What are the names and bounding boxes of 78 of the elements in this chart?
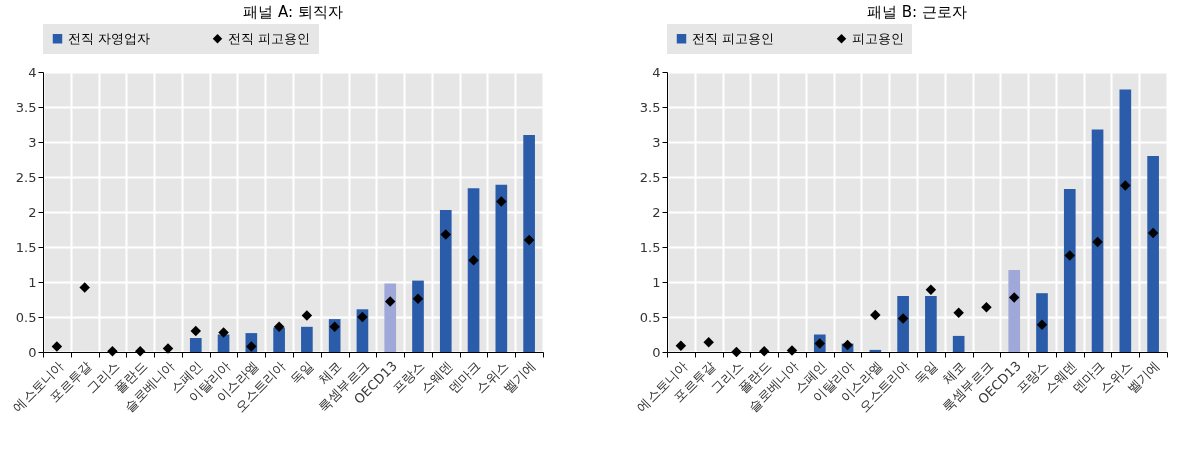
bar	[1091, 129, 1104, 352]
point	[329, 321, 340, 333]
point	[842, 339, 853, 351]
bar	[1063, 188, 1076, 352]
point	[1064, 250, 1076, 261]
chart-title: 패널 B: 근로자	[867, 3, 967, 21]
y-tick-label: 2.5	[639, 169, 661, 185]
point	[897, 313, 909, 324]
bar	[189, 338, 202, 352]
y-tick-label: 3	[652, 134, 661, 150]
point	[218, 327, 229, 338]
bar	[467, 188, 480, 352]
point	[301, 310, 313, 321]
y-tick-label: 1	[28, 274, 37, 290]
x-tick-label: 독일	[287, 358, 317, 388]
x-tick-label: 독일	[911, 358, 941, 388]
y-tick-label: 0.5	[15, 309, 37, 325]
point	[190, 325, 202, 337]
point	[357, 311, 368, 323]
point	[981, 301, 992, 313]
legend-label: 전직 피고용인	[228, 30, 311, 46]
point	[468, 255, 479, 266]
point	[79, 282, 90, 293]
point	[731, 346, 742, 358]
y-tick-label: 2	[652, 204, 661, 220]
bar	[523, 135, 535, 352]
bar	[1008, 270, 1021, 352]
point	[953, 307, 964, 319]
chart-title: 패널 A: 퇴직자	[243, 3, 343, 21]
y-tick-label: 4	[652, 64, 661, 80]
point	[162, 343, 174, 354]
bar	[495, 184, 508, 352]
y-tick-label: 3	[28, 134, 37, 150]
point	[925, 284, 937, 295]
y-tick-label: 1.5	[15, 239, 37, 255]
point	[134, 346, 146, 357]
point	[786, 345, 798, 356]
point	[1036, 319, 1048, 330]
point	[758, 346, 770, 357]
point	[675, 340, 687, 351]
bar	[952, 335, 965, 352]
point	[440, 229, 452, 240]
bar	[439, 209, 452, 352]
bar	[273, 327, 285, 352]
point	[412, 293, 424, 305]
bar	[1147, 156, 1159, 352]
legend-label: 피고용인	[852, 30, 904, 46]
legend-label: 전직 피고용인	[692, 30, 775, 46]
point	[51, 341, 63, 352]
y-tick-label: 3.5	[15, 99, 37, 115]
point	[1120, 180, 1131, 191]
point	[1008, 292, 1020, 303]
y-tick-label: 0.5	[639, 309, 661, 325]
y-tick-label: 3.5	[639, 99, 661, 115]
y-tick-label: 0	[652, 344, 661, 360]
point	[384, 296, 396, 307]
y-tick-label: 2.5	[15, 169, 37, 185]
point	[870, 309, 881, 321]
bar	[897, 296, 909, 352]
bar	[1036, 293, 1048, 352]
y-tick-label: 1	[652, 274, 661, 290]
y-tick-label: 0	[28, 344, 37, 360]
y-tick-label: 2	[28, 204, 37, 220]
legend-label: 전직 자영업자	[68, 30, 151, 46]
point	[496, 196, 507, 207]
point	[1147, 227, 1159, 239]
y-tick-label: 1.5	[639, 239, 661, 255]
bar	[925, 296, 937, 352]
bar	[384, 283, 397, 352]
point	[523, 234, 535, 246]
point	[703, 336, 714, 348]
point	[1092, 236, 1103, 248]
bar	[412, 280, 424, 352]
bar	[301, 326, 313, 352]
y-tick-label: 4	[28, 64, 37, 80]
bar	[1119, 89, 1132, 352]
point	[273, 321, 285, 333]
point	[107, 346, 118, 357]
